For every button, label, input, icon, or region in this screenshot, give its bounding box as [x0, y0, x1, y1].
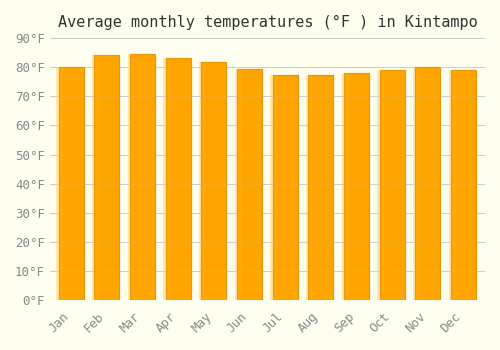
Bar: [273, 75, 297, 300]
Bar: [413, 66, 420, 300]
Bar: [128, 54, 135, 300]
Bar: [166, 58, 190, 300]
Title: Average monthly temperatures (°F ) in Kintampo: Average monthly temperatures (°F ) in Ki…: [58, 15, 478, 30]
Bar: [130, 54, 155, 300]
Bar: [344, 73, 369, 300]
Bar: [56, 67, 64, 300]
Bar: [234, 69, 242, 300]
Bar: [237, 69, 262, 300]
Bar: [202, 62, 226, 300]
Bar: [308, 75, 334, 300]
Bar: [416, 66, 440, 300]
Bar: [166, 58, 190, 300]
Bar: [380, 70, 404, 300]
Bar: [202, 62, 226, 300]
Bar: [237, 69, 262, 300]
Bar: [451, 70, 476, 300]
Bar: [308, 75, 334, 300]
Bar: [416, 66, 440, 300]
Bar: [59, 67, 84, 300]
Bar: [130, 54, 155, 300]
Bar: [344, 73, 369, 300]
Bar: [451, 70, 476, 300]
Bar: [164, 58, 171, 300]
Bar: [273, 75, 297, 300]
Bar: [59, 67, 84, 300]
Bar: [378, 70, 385, 300]
Bar: [306, 75, 314, 300]
Bar: [94, 55, 120, 300]
Bar: [380, 70, 404, 300]
Bar: [270, 75, 278, 300]
Bar: [342, 73, 349, 300]
Bar: [92, 55, 100, 300]
Bar: [94, 55, 120, 300]
Bar: [199, 62, 206, 300]
Bar: [448, 70, 456, 300]
